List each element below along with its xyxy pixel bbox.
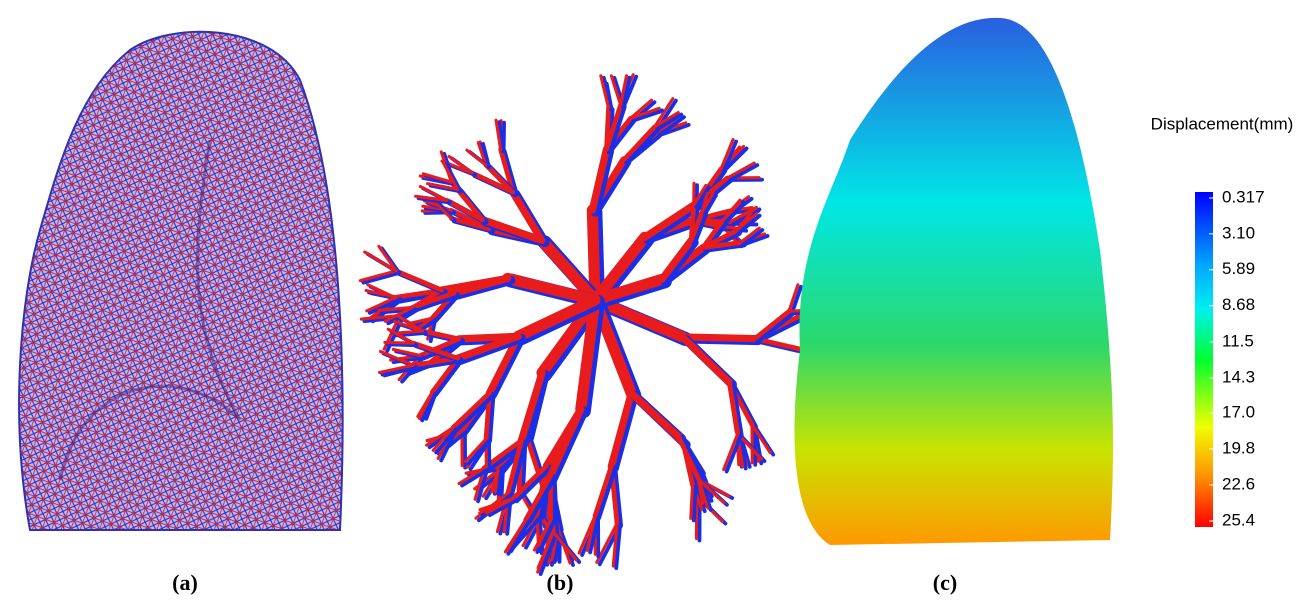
tick-label: 25.4 <box>1222 510 1255 529</box>
vessel-tree <box>360 75 842 574</box>
panel-label: (c) <box>933 570 957 595</box>
tick-label: 8.68 <box>1222 295 1255 314</box>
vessel <box>683 337 755 339</box>
vessel <box>385 342 413 343</box>
colorbar-title: Displacement(mm) <box>1151 114 1294 133</box>
vessel <box>551 409 581 476</box>
vessel <box>631 393 678 436</box>
tick-label: 19.8 <box>1222 438 1255 457</box>
tick-label: 3.10 <box>1222 223 1255 242</box>
tick-label: 11.5 <box>1222 331 1254 350</box>
vessel <box>627 129 658 162</box>
figure: Displacement(mm) (a) (b) (c) 0.317 3.10 5.… <box>0 0 1309 605</box>
tick-label: 5.89 <box>1222 259 1255 278</box>
vessel <box>694 487 696 521</box>
lung-displacement <box>794 18 1113 545</box>
panel-label: (a) <box>172 570 198 595</box>
tick-label: 22.6 <box>1222 474 1255 493</box>
tick-label: 17.0 <box>1222 402 1255 421</box>
tick-label: 0.317 <box>1222 187 1265 206</box>
vessel <box>691 485 693 519</box>
vessel <box>396 271 441 290</box>
colorbar <box>1195 192 1213 527</box>
panel-label: (b) <box>547 570 574 595</box>
tick-label: 14.3 <box>1222 368 1255 387</box>
